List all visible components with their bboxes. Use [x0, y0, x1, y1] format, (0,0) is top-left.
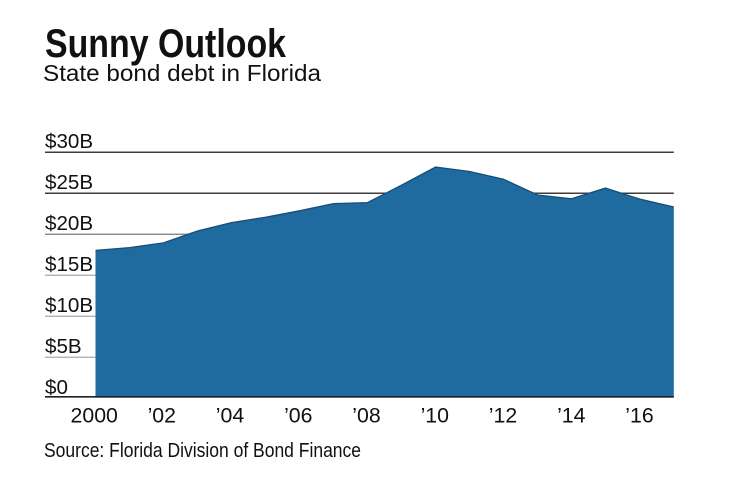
svg-text:’04: ’04 — [216, 404, 245, 428]
svg-text:$20B: $20B — [45, 212, 93, 235]
svg-text:$30B: $30B — [45, 130, 93, 153]
svg-text:’16: ’16 — [625, 404, 653, 428]
svg-text:$10B: $10B — [45, 294, 93, 317]
svg-text:State bond debt in Florida: State bond debt in Florida — [43, 60, 322, 86]
svg-text:’02: ’02 — [148, 404, 176, 428]
svg-text:2000: 2000 — [71, 404, 119, 428]
svg-text:’06: ’06 — [284, 404, 312, 428]
svg-text:’10: ’10 — [421, 404, 450, 428]
svg-text:$0: $0 — [45, 376, 68, 399]
svg-text:Source: Florida Division of Bo: Source: Florida Division of Bond Finance — [44, 440, 361, 462]
svg-text:’14: ’14 — [557, 404, 586, 428]
svg-text:’08: ’08 — [352, 404, 380, 428]
svg-text:’12: ’12 — [489, 404, 517, 428]
svg-text:$5B: $5B — [45, 335, 82, 358]
svg-text:$25B: $25B — [45, 171, 93, 194]
svg-text:$15B: $15B — [45, 253, 93, 276]
svg-text:Sunny Outlook: Sunny Outlook — [45, 22, 286, 66]
